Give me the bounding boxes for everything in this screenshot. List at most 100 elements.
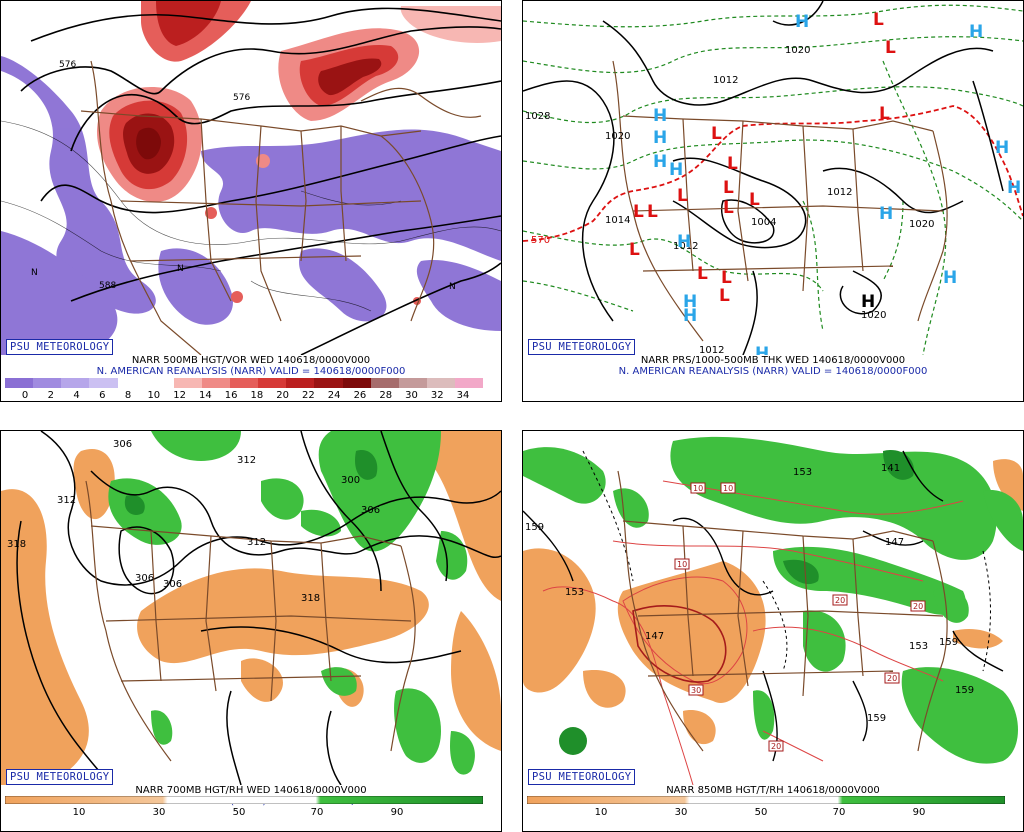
isotherm-label-30: 30: [691, 686, 701, 695]
panel-500mb-vorticity: 576 576 588 N N N PSU METEOROLOGY NARR 5…: [0, 0, 502, 402]
vorticity-colorbar-tick: 20: [276, 390, 290, 401]
rh700-contour-label-318a: 318: [7, 539, 26, 550]
low-pressure-marker: L: [719, 286, 730, 306]
vorticity-colorbar-segment: [455, 378, 484, 388]
low-pressure-marker: L: [873, 10, 884, 30]
low-pressure-marker: L: [723, 178, 734, 198]
pressure-caption-valid: N. AMERICAN REANALYSIS (NARR) VALID = 14…: [618, 366, 928, 377]
vorticity-colorbar-segment: [370, 378, 399, 388]
rh700-tick-30: 30: [152, 807, 166, 818]
isobar-label-1012a: 1012: [713, 75, 738, 86]
high-pressure-marker: H: [861, 292, 875, 312]
rh850-tick-30: 30: [674, 807, 688, 818]
psu-meteorology-logo: PSU METEOROLOGY: [6, 339, 114, 355]
rh850-tick-90: 90: [912, 807, 926, 818]
rh700-contour-label-306c: 306: [135, 573, 154, 584]
rh700-contour-label-312c: 312: [247, 537, 266, 548]
high-pressure-marker: H: [683, 292, 697, 312]
rh700-tick-50: 50: [232, 807, 246, 818]
low-pressure-marker: L: [629, 240, 640, 260]
vort-contour-label-576a: 576: [59, 60, 76, 70]
rh850-contour-label-159a: 159: [525, 522, 544, 533]
rh700-contour-label-306a: 306: [113, 439, 132, 450]
rh700-contour-label-300: 300: [341, 475, 360, 486]
vorticity-colorbar-segment: [201, 378, 230, 388]
rh850-contour-label-153b: 153: [793, 467, 812, 478]
vort-neg-label-n1: N: [31, 268, 38, 278]
vorticity-map: 576 576 588 N N N: [1, 1, 501, 355]
vorticity-colorbar-segment: [117, 378, 146, 388]
rh850-tick-70: 70: [832, 807, 846, 818]
low-pressure-marker: L: [727, 154, 738, 174]
high-pressure-marker: H: [795, 12, 809, 32]
vorticity-colorbar-tick: 18: [250, 390, 264, 401]
isobar-label-1020c: 1020: [909, 219, 934, 230]
vorticity-colorbar-tick: 14: [198, 390, 212, 401]
rh700-contour-label-306b: 306: [361, 505, 380, 516]
vorticity-colorbar-tick: 24: [327, 390, 341, 401]
vort-neg-label-n3: N: [449, 282, 456, 292]
rh850-contour-label-147a: 147: [645, 631, 664, 642]
rh850-tick-10: 10: [594, 807, 608, 818]
rh700-contour-label-312b: 312: [237, 455, 256, 466]
high-pressure-marker: H: [755, 344, 769, 355]
vorticity-colorbar-tick: 4: [73, 390, 80, 401]
psu-meteorology-logo: PSU METEOROLOGY: [528, 339, 636, 355]
panel-pressure-thickness: 1028 1020 1012 1020 1014 1012 1004 1012 …: [522, 0, 1024, 402]
isobar-label-1012c: 1012: [827, 187, 852, 198]
low-pressure-marker: L: [723, 198, 734, 218]
vorticity-colorbar-segment: [33, 378, 62, 388]
isotherm-label-10a: 10: [693, 484, 703, 493]
low-pressure-marker: L: [647, 202, 658, 222]
high-pressure-marker: H: [653, 128, 667, 148]
rh700-caption-title: NARR 700MB HGT/RH WED 140618/0000V000: [135, 785, 367, 796]
isotherm-label-20c: 20: [887, 674, 897, 683]
vorticity-colorbar-segment: [342, 378, 371, 388]
thickness-label-570: 570: [531, 235, 550, 246]
pressure-map: 1028 1020 1012 1020 1014 1012 1004 1012 …: [523, 1, 1023, 355]
isobar-label-1012b: 1012: [673, 241, 698, 252]
high-pressure-marker: H: [943, 268, 957, 288]
isobar-label-1014: 1014: [605, 215, 630, 226]
rh850-contour-label-153c: 153: [909, 641, 928, 652]
isobar-label-1020a: 1020: [605, 131, 630, 142]
vorticity-colorbar-tick: 12: [173, 390, 186, 401]
rh850-contour-label-159b: 159: [939, 637, 958, 648]
high-pressure-marker: H: [879, 204, 893, 224]
high-pressure-marker: H: [969, 22, 983, 42]
low-pressure-marker: L: [749, 190, 760, 210]
vorticity-colorbar-segment: [258, 378, 287, 388]
isotherm-label-20d: 20: [771, 742, 781, 751]
vorticity-colorbar-segment: [5, 378, 34, 388]
vorticity-colorbar: [5, 378, 484, 388]
vorticity-colorbar-segment: [398, 378, 427, 388]
vorticity-colorbar-tick: 30: [405, 390, 418, 401]
rh700-colorbar: [5, 796, 483, 804]
vorticity-colorbar-segment: [89, 378, 118, 388]
rh850-contour-label-147b: 147: [885, 537, 904, 548]
vorticity-caption-valid: N. AMERICAN REANALYSIS (NARR) VALID = 14…: [96, 366, 406, 377]
rh850-colorbar: [527, 796, 1005, 804]
rh850-tick-50: 50: [754, 807, 768, 818]
high-pressure-marker: H: [683, 306, 697, 326]
panel-700mb-rh: 306 312 312 318 300 306 312 306 306 318 …: [0, 430, 502, 832]
vorticity-colorbar-tick: 16: [224, 390, 238, 401]
rh850-map: 159 153 153 147 141 147 153 159 159 159 …: [523, 431, 1023, 785]
rh850-contour-label-141: 141: [881, 463, 900, 474]
high-pressure-marker: H: [1007, 178, 1021, 198]
isobar-label-1028: 1028: [525, 111, 550, 122]
low-pressure-marker: L: [697, 264, 708, 284]
rh850-contour-label-159d: 159: [955, 685, 974, 696]
low-pressure-marker: L: [677, 186, 688, 206]
rh700-contour-label-312a: 312: [57, 495, 76, 506]
high-pressure-marker: H: [677, 232, 691, 252]
vorticity-colorbar-segment: [173, 378, 202, 388]
isobar-label-1020b: 1020: [785, 45, 810, 56]
vorticity-caption-title: NARR 500MB HGT/VOR WED 140618/0000V000: [131, 355, 371, 366]
vorticity-colorbar-segment: [426, 378, 455, 388]
vorticity-colorbar-segment: [230, 378, 259, 388]
vorticity-colorbar-tick: 28: [379, 390, 393, 401]
vorticity-colorbar-tick: 32: [430, 390, 444, 401]
rh700-contour-label-306d: 306: [163, 579, 182, 590]
isotherm-label-10c: 10: [677, 560, 687, 569]
